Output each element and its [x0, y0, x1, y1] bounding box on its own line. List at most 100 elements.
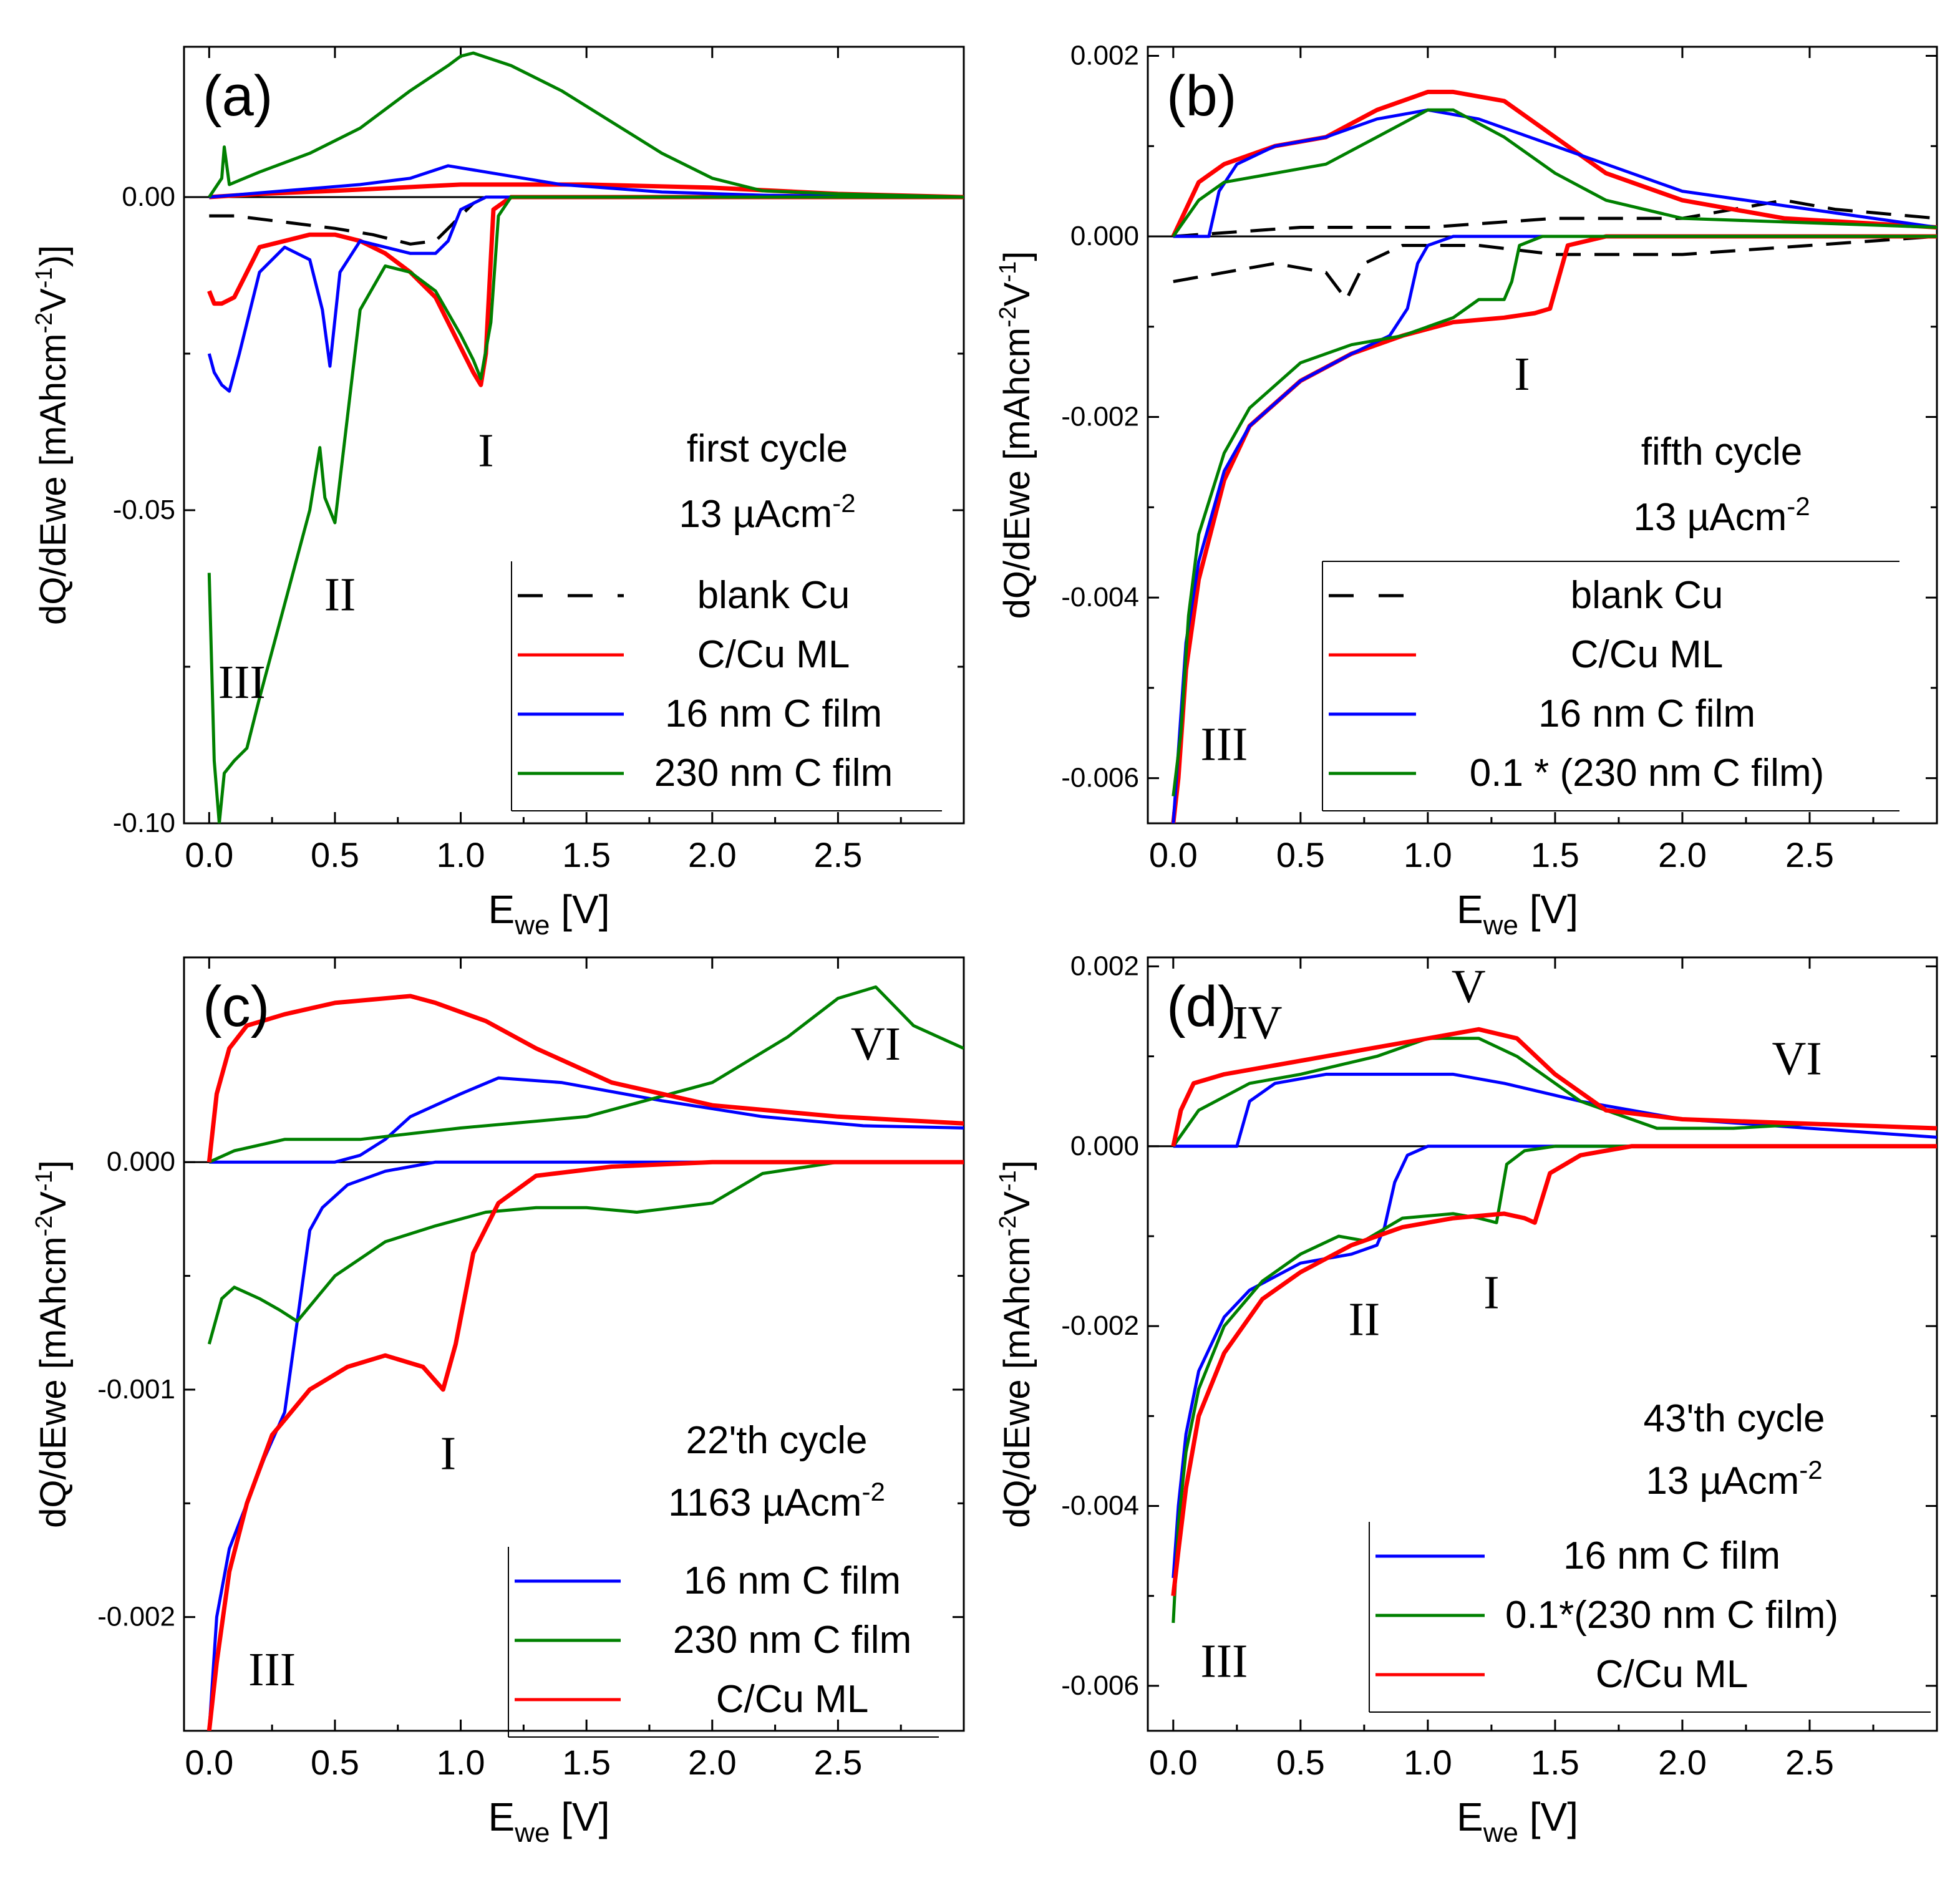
series-line-16-nm-c-film-anodic-	[1173, 108, 1937, 238]
y-tick-label: 0.000	[1070, 1131, 1139, 1161]
peak-label: V	[1452, 961, 1486, 1013]
panel-label: (b)	[1167, 64, 1236, 128]
x-tick-label: 1.0	[1404, 835, 1452, 874]
series-line-blank-cu	[1173, 235, 1937, 301]
y-axis-label: dQ/dEwe [mAhcm-2V-1)]	[31, 245, 74, 625]
series-line-c-cu-ml	[1171, 1144, 1937, 1597]
cycle-annotation: 22'th cycle	[686, 1419, 868, 1462]
series-line-c-cu-ml-anodic-	[206, 994, 964, 1163]
panel-a: 0.0 0.5 1.0 1.5 2.0 2.5 0.00 -0.05 -0.10 (a) Ewe […	[31, 46, 965, 941]
legend-entry: 16 nm C film	[665, 692, 882, 735]
x-tick-label: 0.5	[311, 835, 359, 874]
series-group	[206, 985, 964, 1731]
panel-label: (c)	[203, 975, 269, 1038]
series-line-c-cu-ml-anodic-	[1171, 89, 1937, 238]
y-tick-label: -0.05	[113, 495, 175, 525]
y-tick-label: -0.006	[1061, 763, 1139, 793]
y-tick-label: 0.002	[1070, 951, 1139, 981]
cycle-annotation: first cycle	[687, 427, 848, 470]
x-tick-label: 2.5	[813, 1743, 862, 1782]
x-axis-label: Ewe [V]	[1457, 887, 1578, 941]
legend-entry: 230 nm C film	[673, 1619, 911, 1662]
legend-entry: 0.1 * (230 nm C film)	[1470, 752, 1825, 795]
legend: 16 nm C film 230 nm C film C/Cu ML	[508, 1547, 939, 1738]
series-group	[207, 51, 964, 823]
y-tick-label: -0.004	[1061, 582, 1139, 612]
series-line-0-1-230-nm-c-film-	[1172, 235, 1937, 796]
x-axis-label: Ewe [V]	[488, 1794, 610, 1848]
legend: blank Cu C/Cu ML 16 nm C film 0.1 * (230 nm…	[1322, 561, 1899, 811]
plot-frame	[183, 956, 965, 1732]
peak-label: IV	[1232, 997, 1282, 1049]
x-tick-label: 0.5	[1276, 835, 1325, 874]
y-axis-label: dQ/dEwe [mAhcm-2V-1]	[31, 1160, 74, 1528]
x-tick-label: 0.0	[185, 835, 233, 874]
y-axis-label: dQ/dEwe [mAhcm-2V-1]	[995, 251, 1037, 619]
peak-label: VI	[1772, 1032, 1822, 1085]
series-group	[1171, 89, 1937, 823]
x-tick-label: 2.5	[813, 835, 862, 874]
series-group	[1171, 1027, 1937, 1624]
series-line-16-nm-c-film	[1172, 1145, 1937, 1579]
peak-label: I	[478, 425, 493, 477]
y-tick-label: 0.00	[122, 182, 175, 212]
x-axis-label: Ewe [V]	[488, 887, 610, 941]
x-tick-label: 2.0	[688, 835, 737, 874]
series-line-16-nm-c-film-anodic-	[209, 1076, 964, 1164]
series-line-230-nm-c-film	[207, 195, 964, 823]
series-line-230-nm-c-film-anodic-	[208, 985, 964, 1164]
rate-annotation: 13 µAcm-2	[1633, 491, 1810, 539]
series-line-blank-cu-anodic-	[1173, 198, 1937, 238]
peak-label: III	[1200, 719, 1248, 771]
peak-label: II	[324, 569, 356, 621]
series-line-c-cu-ml-anodic-	[1171, 1027, 1937, 1147]
peak-label: I	[440, 1428, 456, 1480]
legend-entry: C/Cu ML	[697, 633, 850, 676]
x-tick-label: 1.5	[562, 835, 611, 874]
legend-entry: 16 nm C film	[684, 1559, 901, 1602]
peak-label: II	[1349, 1294, 1380, 1346]
y-tick-label: 0.002	[1070, 40, 1139, 70]
y-axis-label: dQ/dEwe [mAhcm-2V-1]	[995, 1160, 1037, 1528]
series-line-230-nm-c-film-anodic-	[208, 51, 964, 199]
x-tick-label: 2.0	[1658, 835, 1707, 874]
peak-label: VI	[851, 1018, 901, 1070]
peak-label: III	[248, 1643, 296, 1696]
series-line-16-nm-c-film	[207, 195, 964, 393]
peak-label: III	[218, 656, 266, 709]
x-tick-label: 2.5	[1785, 835, 1834, 874]
x-tick-label: 0.5	[1276, 1743, 1325, 1782]
panel-b: 0.0 0.5 1.0 1.5 2.0 2.5 0.002 0.000 -0.002 -0.004…	[995, 40, 1938, 941]
rate-annotation: 13 µAcm-2	[1646, 1455, 1822, 1503]
series-line-16-nm-c-film	[207, 1160, 964, 1731]
cycle-annotation: 43'th cycle	[1644, 1397, 1825, 1440]
peak-label: I	[1514, 348, 1530, 400]
panel-d: 0.0 0.5 1.0 1.5 2.0 2.5 0.002 0.000 -0.002 -0.004…	[995, 951, 1938, 1848]
legend-entry: C/Cu ML	[1596, 1653, 1749, 1696]
series-line-c-cu-ml	[206, 1159, 964, 1731]
legend-entry: 0.1*(230 nm C film)	[1505, 1594, 1838, 1637]
series-line-blank-cu	[209, 195, 964, 246]
series-line-230-nm-c-film	[207, 1160, 964, 1345]
y-tick-label: -0.006	[1061, 1670, 1139, 1701]
series-line-0-1-230-nm-c-film-	[1172, 1145, 1937, 1624]
y-tick-label: -0.002	[1061, 402, 1139, 432]
y-tick-label: -0.002	[1061, 1310, 1139, 1341]
y-tick-label: -0.001	[97, 1374, 175, 1405]
legend-entry: 230 nm C film	[654, 752, 893, 795]
x-tick-label: 2.5	[1785, 1743, 1834, 1782]
x-tick-label: 1.0	[437, 1743, 485, 1782]
y-tick-label: 0.000	[107, 1146, 175, 1177]
legend: 16 nm C film 0.1*(230 nm C film) C/Cu ML	[1369, 1522, 1931, 1713]
panel-label: (a)	[203, 64, 273, 128]
x-tick-label: 1.0	[1404, 1743, 1452, 1782]
x-tick-label: 0.0	[185, 1743, 233, 1782]
series-line-c-cu-ml	[207, 195, 964, 387]
y-tick-label: -0.004	[1061, 1491, 1139, 1521]
y-tick-label: 0.000	[1070, 221, 1139, 251]
series-line-0-1-230-nm-c-film-anodic-	[1172, 108, 1937, 238]
plot-frame	[1147, 46, 1938, 825]
x-tick-label: 2.0	[1658, 1743, 1707, 1782]
panel-c: 0.0 0.5 1.0 1.5 2.0 2.5 0.000 -0.001 -0.002 (c) Ew…	[31, 956, 965, 1848]
